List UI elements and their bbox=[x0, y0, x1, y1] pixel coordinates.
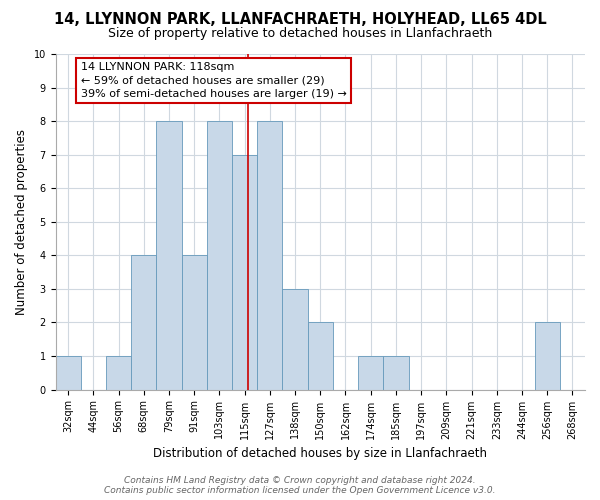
Bar bbox=[383, 356, 409, 390]
Text: 14 LLYNNON PARK: 118sqm
← 59% of detached houses are smaller (29)
39% of semi-de: 14 LLYNNON PARK: 118sqm ← 59% of detache… bbox=[81, 62, 347, 99]
Bar bbox=[535, 322, 560, 390]
Bar bbox=[358, 356, 383, 390]
Bar bbox=[207, 121, 232, 390]
Text: 14, LLYNNON PARK, LLANFACHRAETH, HOLYHEAD, LL65 4DL: 14, LLYNNON PARK, LLANFACHRAETH, HOLYHEA… bbox=[53, 12, 547, 28]
Bar bbox=[157, 121, 182, 390]
Bar bbox=[257, 121, 283, 390]
Y-axis label: Number of detached properties: Number of detached properties bbox=[15, 129, 28, 315]
Bar bbox=[283, 289, 308, 390]
Text: Contains HM Land Registry data © Crown copyright and database right 2024.
Contai: Contains HM Land Registry data © Crown c… bbox=[104, 476, 496, 495]
Text: Size of property relative to detached houses in Llanfachraeth: Size of property relative to detached ho… bbox=[108, 28, 492, 40]
Bar bbox=[106, 356, 131, 390]
X-axis label: Distribution of detached houses by size in Llanfachraeth: Distribution of detached houses by size … bbox=[153, 447, 487, 460]
Bar bbox=[131, 256, 157, 390]
Bar bbox=[308, 322, 333, 390]
Bar bbox=[56, 356, 81, 390]
Bar bbox=[232, 154, 257, 390]
Bar bbox=[182, 256, 207, 390]
